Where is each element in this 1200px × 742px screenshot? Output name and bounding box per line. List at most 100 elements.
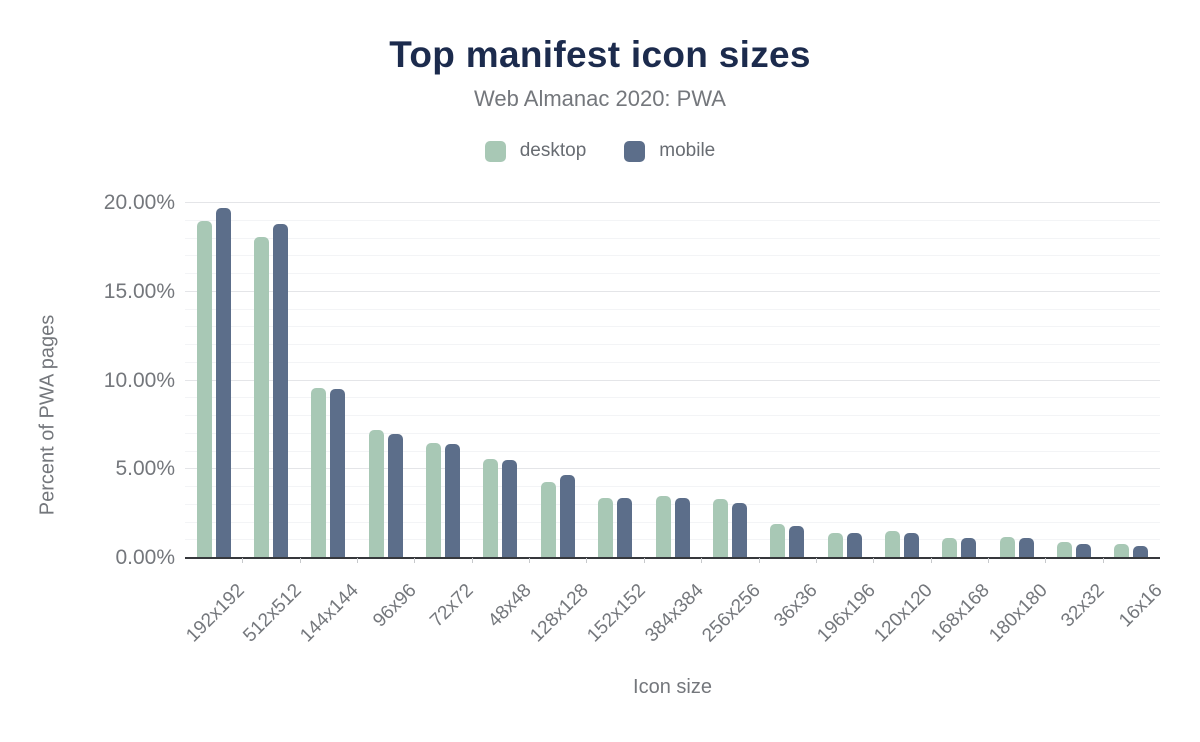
bar-mobile-196x196[interactable] [846, 533, 862, 558]
x-axis-line [185, 557, 1160, 559]
x-axis-tick-16 [1102, 558, 1104, 563]
x-tick-label-32x32: 32x32 [1057, 580, 1109, 632]
bar-mobile-168x168[interactable] [961, 538, 977, 558]
y-tick-label-15.00%: 15.00% [103, 279, 175, 303]
bar-mobile-192x192[interactable] [215, 208, 231, 558]
bar-desktop-32x32[interactable] [1057, 542, 1073, 558]
gridline-minor-11 [185, 361, 1160, 363]
bar-desktop-96x96[interactable] [368, 430, 384, 558]
y-tick-label-0.00%: 0.00% [115, 546, 175, 569]
y-axis-tick-labels: 0.00% 5.00% 10.00% 15.00% 20.00% [0, 191, 175, 569]
bar-group-72x72 [414, 203, 471, 558]
x-tick-label-16x16: 16x16 [1114, 580, 1167, 632]
bar-group-152x152 [587, 203, 644, 558]
x-tick-label-196x196: 196x196 [813, 580, 880, 647]
plot-area [185, 202, 1160, 563]
bar-group-48x48 [472, 203, 529, 558]
x-axis-tick-10 [758, 558, 760, 563]
bar-mobile-96x96[interactable] [387, 433, 403, 558]
bar-desktop-180x180[interactable] [999, 536, 1015, 558]
bar-group-120x120 [873, 203, 930, 558]
x-axis-tick-3 [357, 558, 359, 563]
x-tick-label-192x192: 192x192 [182, 580, 249, 647]
bar-group-256x256 [701, 203, 758, 558]
bar-mobile-16x16[interactable] [1133, 545, 1149, 558]
gridline-minor-12 [185, 344, 1160, 345]
x-tick-label-384x384: 384x384 [640, 580, 708, 647]
bar-group-384x384 [644, 203, 701, 558]
bar-mobile-152x152[interactable] [617, 497, 633, 558]
x-axis-tick-2 [299, 558, 301, 563]
legend-item-mobile[interactable]: mobile [624, 140, 715, 162]
bar-group-512x512 [242, 203, 299, 558]
bar-mobile-512x512[interactable] [273, 224, 289, 558]
x-axis-tick-8 [643, 558, 645, 563]
gridline-minor-9 [185, 397, 1160, 399]
legend-item-desktop[interactable]: desktop [484, 140, 587, 162]
bar-group-16x16 [1103, 203, 1160, 558]
bar-group-168x168 [931, 203, 988, 558]
bar-mobile-36x36[interactable] [789, 526, 805, 558]
bar-desktop-16x16[interactable] [1114, 543, 1130, 558]
bar-desktop-144x144[interactable] [311, 387, 327, 558]
bar-mobile-128x128[interactable] [559, 474, 575, 558]
x-axis-tick-6 [529, 558, 531, 563]
legend: desktop mobile [0, 140, 1200, 162]
bar-desktop-128x128[interactable] [540, 481, 556, 558]
y-tick-label-5.00%: 5.00% [115, 457, 175, 481]
x-axis-tick-13 [930, 558, 932, 563]
gridline-minor-6 [185, 450, 1160, 452]
gridline-minor-1 [185, 539, 1160, 541]
bar-mobile-256x256[interactable] [731, 502, 747, 558]
chart-subtitle: Web Almanac 2020: PWA [474, 86, 726, 111]
gridline-major-10 [185, 379, 1160, 381]
bar-desktop-72x72[interactable] [426, 442, 442, 558]
x-axis-tick-5 [471, 558, 473, 563]
x-tick-label-96x96: 96x96 [369, 580, 421, 632]
bars-layer [185, 203, 1160, 558]
bar-mobile-48x48[interactable] [502, 460, 518, 558]
y-tick-label-20.00%: 20.00% [103, 191, 175, 214]
gridline-major-5 [185, 468, 1160, 470]
x-tick-label-48x48: 48x48 [483, 580, 536, 632]
chart-title: Top manifest icon sizes [389, 34, 811, 75]
legend-label-desktop: desktop [519, 140, 587, 161]
bar-mobile-384x384[interactable] [674, 497, 690, 558]
bar-desktop-384x384[interactable] [655, 495, 671, 558]
x-axis-tick-11 [815, 558, 817, 563]
x-axis-tick-1 [242, 558, 244, 563]
bar-desktop-48x48[interactable] [483, 458, 499, 558]
bar-desktop-120x120[interactable] [884, 531, 900, 558]
bar-desktop-196x196[interactable] [827, 533, 843, 558]
x-tick-label-72x72: 72x72 [426, 580, 478, 632]
desktop-series-swatch [484, 140, 506, 162]
gridline-minor-3 [185, 503, 1160, 505]
gridline-minor-19 [185, 219, 1160, 221]
bar-desktop-192x192[interactable] [196, 220, 212, 558]
gridline-minor-8 [185, 415, 1160, 416]
bar-desktop-152x152[interactable] [598, 497, 614, 558]
x-axis-tick-15 [1045, 558, 1047, 563]
bar-mobile-180x180[interactable] [1018, 538, 1034, 558]
gridline-minor-17 [185, 255, 1160, 257]
bar-desktop-168x168[interactable] [942, 538, 958, 558]
x-tick-label-512x512: 512x512 [239, 580, 306, 647]
bar-mobile-144x144[interactable] [330, 389, 346, 558]
gridline-minor-4 [185, 486, 1160, 487]
x-axis-tick-7 [586, 558, 588, 563]
bar-mobile-32x32[interactable] [1076, 543, 1092, 558]
y-tick-label-10.00%: 10.00% [103, 368, 175, 392]
bar-mobile-120x120[interactable] [903, 533, 919, 558]
x-axis-tick-9 [701, 558, 703, 563]
gridline-major-20 [185, 202, 1160, 203]
bar-group-144x144 [300, 203, 357, 558]
bar-desktop-512x512[interactable] [254, 236, 270, 558]
bar-desktop-256x256[interactable] [712, 499, 728, 558]
gridline-major-15 [185, 290, 1160, 292]
x-tick-label-152x152: 152x152 [583, 580, 651, 647]
bar-group-96x96 [357, 203, 414, 558]
bar-group-36x36 [759, 203, 816, 558]
bar-desktop-36x36[interactable] [770, 524, 786, 558]
bar-mobile-72x72[interactable] [445, 444, 461, 558]
